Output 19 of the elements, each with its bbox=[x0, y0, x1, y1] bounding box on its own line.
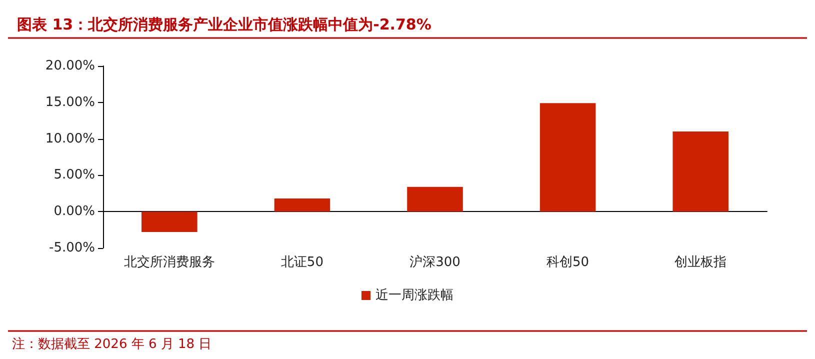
y-tick-label: 0.00% bbox=[54, 204, 95, 220]
bar bbox=[274, 198, 330, 212]
bar bbox=[672, 132, 728, 212]
legend-label: 近一周涨跌幅 bbox=[376, 288, 454, 303]
x-tick-label: 沪深300 bbox=[410, 254, 460, 270]
x-tick-label: 北证50 bbox=[280, 255, 324, 270]
x-tick-label: 北交所消费服务 bbox=[124, 254, 215, 270]
y-tick-label: 10.00% bbox=[45, 131, 95, 146]
y-tick-label: -5.00% bbox=[49, 240, 95, 256]
x-tick-label: 科创50 bbox=[546, 255, 590, 270]
text: 注：数据截至 2026 年 6 月 18 日 bbox=[12, 337, 212, 352]
y-tick-label: 20.00% bbox=[45, 58, 95, 74]
chart-title: 图表 13：北交所消费服务产业企业市值涨跌幅中值为-2.78% bbox=[17, 16, 432, 34]
bar bbox=[540, 103, 596, 212]
bar bbox=[142, 212, 198, 232]
x-tick-label: 创业板指 bbox=[674, 255, 727, 270]
bar bbox=[407, 186, 463, 212]
y-tick-label: 15.00% bbox=[45, 94, 95, 110]
y-tick-label: 5.00% bbox=[54, 168, 95, 183]
